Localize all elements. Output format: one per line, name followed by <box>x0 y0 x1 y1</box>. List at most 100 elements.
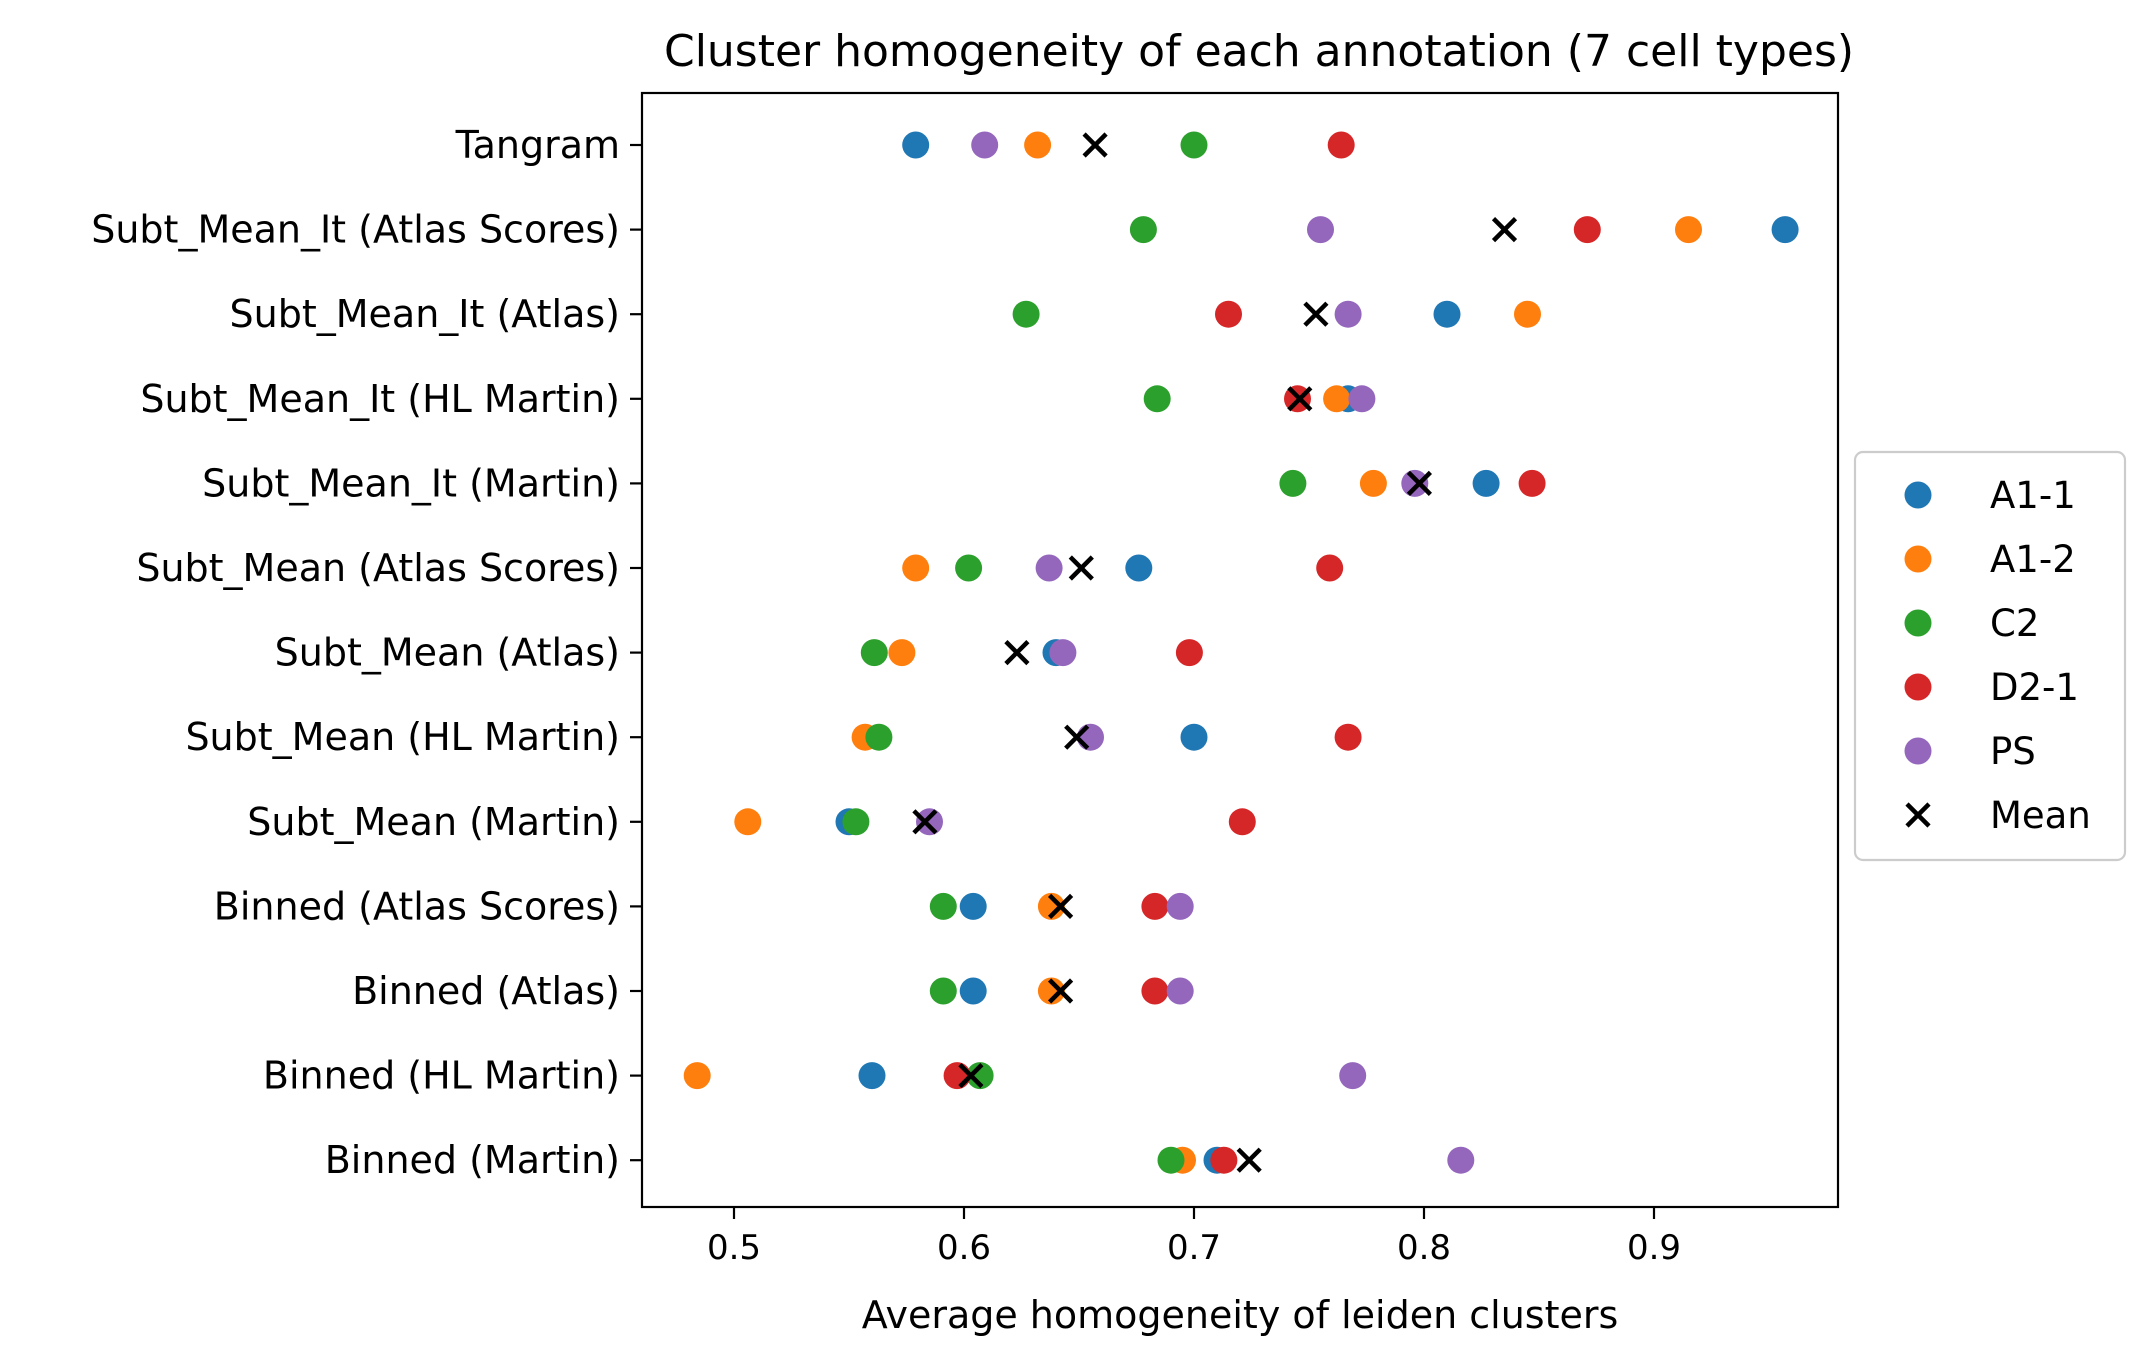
y-tick-label: Subt_Mean_It (Martin) <box>202 461 620 505</box>
data-point-mean <box>1048 978 1074 1004</box>
series-mean <box>912 132 1518 1173</box>
data-point-mean <box>958 1063 984 1089</box>
data-point-ps <box>1339 1062 1367 1090</box>
data-point-ps <box>1348 385 1376 413</box>
data-point-d2-1 <box>1334 723 1362 751</box>
legend-label: A1-1 <box>1990 474 2076 517</box>
legend-label: A1-2 <box>1990 538 2076 581</box>
y-tick-label: Subt_Mean (Atlas Scores) <box>136 546 620 590</box>
data-point-a1-2 <box>734 808 762 836</box>
data-point-c2 <box>966 1062 994 1090</box>
data-point-d2-1 <box>1573 216 1601 244</box>
legend-marker <box>1905 802 1931 828</box>
data-point-c2 <box>865 723 893 751</box>
data-point-c2 <box>1279 469 1307 497</box>
data-point-a1-2 <box>1024 131 1052 159</box>
data-point-a1-1 <box>959 977 987 1005</box>
data-point-d2-1 <box>1141 977 1169 1005</box>
data-point-d2-1 <box>943 1062 971 1090</box>
series-d2-1 <box>943 131 1601 1174</box>
legend-label: D2-1 <box>1990 666 2079 709</box>
data-point-a1-1 <box>959 892 987 920</box>
data-point-a1-2 <box>1359 469 1387 497</box>
legend-label: C2 <box>1990 602 2039 645</box>
data-point-a1-2 <box>1037 977 1065 1005</box>
x-tick-label: 0.8 <box>1397 1228 1451 1268</box>
data-point-mean <box>1048 893 1074 919</box>
data-point-ps <box>1447 1146 1475 1174</box>
data-point-c2 <box>929 892 957 920</box>
x-tick-label: 0.6 <box>937 1228 991 1268</box>
x-tick-label: 0.5 <box>707 1228 761 1268</box>
plot-frame <box>640 91 1840 1209</box>
data-point-d2-1 <box>1175 639 1203 667</box>
legend-item-ps: PS <box>1904 730 2036 773</box>
legend-marker <box>1904 545 1932 573</box>
series-ps <box>916 131 1475 1174</box>
y-tick-label: Binned (Atlas Scores) <box>214 884 620 928</box>
y-tick-label: Binned (HL Martin) <box>263 1054 620 1098</box>
data-point-mean <box>1406 470 1432 496</box>
data-point-a1-1 <box>1180 723 1208 751</box>
data-point-a1-2 <box>683 1062 711 1090</box>
data-point-mean <box>1004 640 1030 666</box>
chart-title: Cluster homogeneity of each annotation (… <box>664 26 1854 77</box>
data-point-a1-2 <box>1675 216 1702 244</box>
y-tick-label: Subt_Mean_It (Atlas) <box>230 292 620 336</box>
data-point-mean <box>1303 301 1329 327</box>
data-point-c2 <box>929 977 957 1005</box>
data-point-ps <box>1334 300 1362 328</box>
legend-item-mean: Mean <box>1905 794 2091 837</box>
legend-item-c2: C2 <box>1904 602 2039 645</box>
data-point-ps <box>916 808 943 836</box>
data-point-d2-1 <box>1327 131 1355 159</box>
data-point-ps <box>971 131 999 159</box>
legend-marker <box>1904 737 1932 765</box>
x-axis: 0.5 0.6 0.7 0.8 0.9 <box>707 1207 1681 1268</box>
y-tick-label: Subt_Mean (HL Martin) <box>185 715 620 759</box>
y-tick-label: Binned (Atlas) <box>352 969 620 1013</box>
y-tick-label: Subt_Mean_It (Atlas Scores) <box>91 208 620 252</box>
data-point-a1-2 <box>888 639 916 667</box>
y-tick-label: Subt_Mean (Martin) <box>247 800 620 844</box>
legend-marker <box>1904 673 1932 701</box>
data-point-a1-2 <box>902 554 930 582</box>
data-point-mean <box>1287 386 1313 412</box>
data-point-a1-1 <box>1433 300 1461 328</box>
x-tick-label: 0.9 <box>1627 1228 1681 1268</box>
data-point-ps <box>1307 216 1334 244</box>
data-point-c2 <box>1129 216 1157 244</box>
data-point-mean <box>1491 217 1518 243</box>
y-axis: Tangram Subt_Mean_It (Atlas Scores) Subt_M… <box>91 123 642 1182</box>
data-point-mean <box>1068 555 1094 581</box>
y-tick-label: Subt_Mean_It (HL Martin) <box>140 377 620 421</box>
data-point-d2-1 <box>1518 469 1546 497</box>
legend-marker <box>1904 609 1932 637</box>
data-point-d2-1 <box>1316 554 1344 582</box>
data-point-c2 <box>1143 385 1171 413</box>
y-tick-label: Tangram <box>455 123 620 167</box>
legend-item-a1-1: A1-1 <box>1904 474 2076 517</box>
data-point-c2 <box>842 808 870 836</box>
data-point-a1-2 <box>1323 385 1351 413</box>
data-point-d2-1 <box>1228 808 1256 836</box>
data-point-a1-1 <box>858 1062 886 1090</box>
data-point-mean <box>1064 724 1090 750</box>
legend-item-d2-1: D2-1 <box>1904 666 2079 709</box>
data-point-a1-1 <box>1472 469 1500 497</box>
legend: A1-1 A1-2 C2 D2-1 PS Mean <box>1853 450 2127 862</box>
data-point-a1-1 <box>1771 216 1799 244</box>
data-point-c2 <box>860 639 888 667</box>
data-point-c2 <box>1157 1146 1185 1174</box>
data-point-ps <box>1166 977 1194 1005</box>
data-point-ps <box>1035 554 1063 582</box>
data-point-a1-1 <box>1125 554 1153 582</box>
legend-label: PS <box>1990 730 2036 773</box>
data-point-c2 <box>1180 131 1208 159</box>
series-a1-1 <box>835 131 1799 1174</box>
legend-label: Mean <box>1990 794 2091 837</box>
plot-points <box>683 131 1799 1174</box>
x-axis-label: Average homogeneity of leiden clusters <box>862 1293 1619 1337</box>
x-tick-label: 0.7 <box>1167 1228 1221 1268</box>
